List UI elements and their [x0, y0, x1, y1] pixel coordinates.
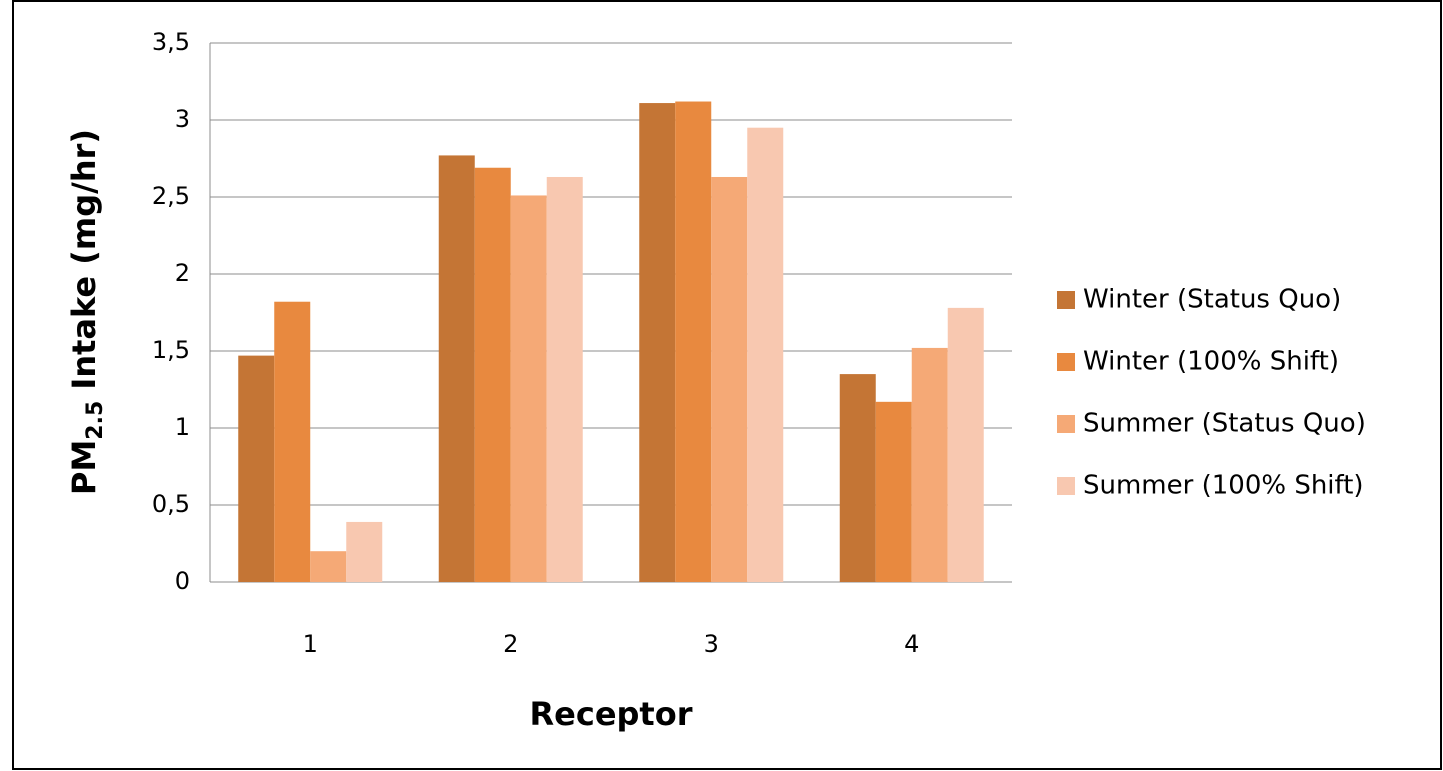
- y-tick-label: 1,5: [152, 336, 190, 364]
- y-label-part: PM: [65, 440, 103, 495]
- y-tick-label: 2: [175, 259, 190, 287]
- bar: [274, 302, 310, 582]
- x-axis-label: Receptor: [530, 695, 693, 733]
- bar: [747, 128, 783, 582]
- bar: [346, 522, 382, 582]
- y-tick-label: 1: [175, 413, 190, 441]
- bar: [912, 348, 948, 582]
- chart: Receptor PM2.5 Intake (mg/hr) 0 0,5 1 1,5 2 2…: [0, 0, 1443, 771]
- y-tick-label: 3: [175, 105, 190, 133]
- bar: [511, 195, 547, 582]
- bar: [310, 551, 346, 582]
- legend-label: Summer (Status Quo): [1083, 409, 1366, 439]
- x-tick-label: 3: [704, 630, 719, 658]
- bar: [948, 308, 984, 582]
- legend-label: Summer (100% Shift): [1083, 471, 1364, 501]
- legend-swatch: [1057, 415, 1075, 433]
- legend-label: Winter (100% Shift): [1083, 347, 1339, 377]
- legend-swatch: [1057, 477, 1075, 495]
- bar: [711, 177, 747, 582]
- bar: [439, 155, 475, 582]
- x-tick-label: 4: [904, 630, 919, 658]
- bar: [876, 402, 912, 582]
- bar: [475, 168, 511, 582]
- x-tick-label: 1: [303, 630, 318, 658]
- bar: [547, 177, 583, 582]
- x-tick-label: 2: [503, 630, 518, 658]
- y-tick-label: 0: [175, 567, 190, 595]
- legend-swatch: [1057, 353, 1075, 371]
- y-axis-label: PM2.5 Intake (mg/hr): [65, 129, 108, 495]
- y-tick-label: 3,5: [152, 28, 190, 56]
- y-label-subscript: 2.5: [83, 401, 108, 440]
- legend-label: Winter (Status Quo): [1083, 285, 1341, 315]
- y-tick-label: 2,5: [152, 182, 190, 210]
- bar: [639, 103, 675, 582]
- bar: [840, 374, 876, 582]
- bar: [238, 356, 274, 582]
- y-label-part: Intake (mg/hr): [65, 129, 103, 401]
- legend-swatch: [1057, 291, 1075, 309]
- bar: [675, 102, 711, 582]
- y-tick-label: 0,5: [152, 490, 190, 518]
